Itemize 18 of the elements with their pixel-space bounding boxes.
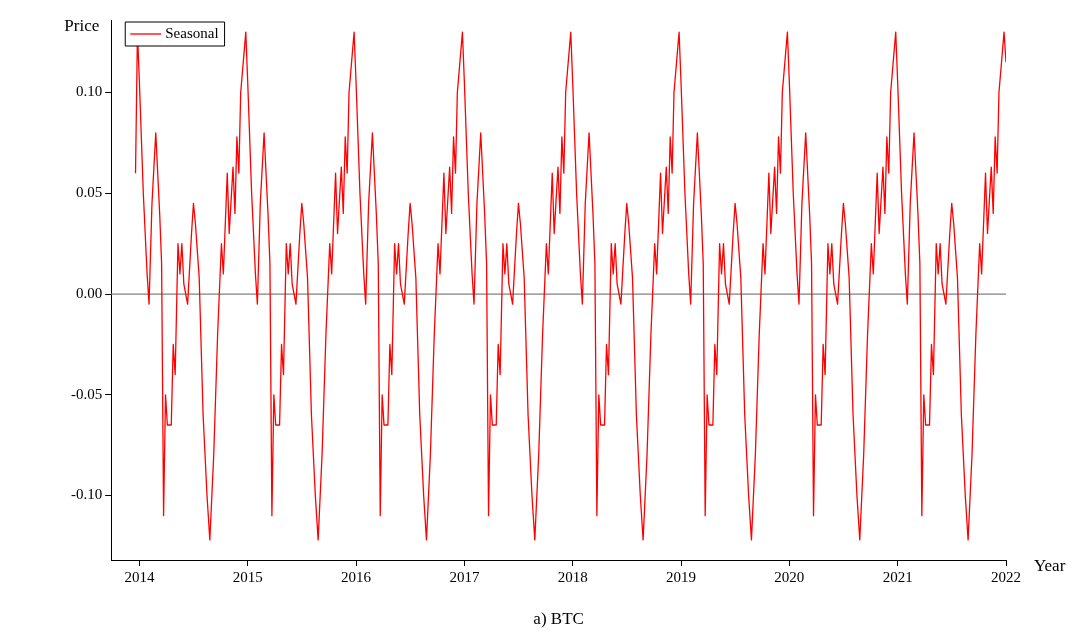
x-tick-label: 2015 <box>232 568 263 585</box>
x-tick-label: 2017 <box>449 568 480 585</box>
x-axis-title: Year <box>1034 555 1066 575</box>
y-tick-label: 0.05 <box>76 184 103 201</box>
text: a) BTC <box>533 608 584 628</box>
y-tick-label: 0.00 <box>76 284 103 301</box>
y-tick-label: -0.05 <box>71 385 103 402</box>
x-tick-label: 2014 <box>124 568 155 585</box>
legend-label: Seasonal <box>165 24 219 41</box>
x-tick-label: 2019 <box>666 568 697 585</box>
x-tick-label: 2016 <box>341 568 372 585</box>
x-tick-label: 2022 <box>991 568 1021 585</box>
y-tick-label: 0.10 <box>76 83 103 100</box>
y-axis-title: Price <box>64 15 100 35</box>
x-tick-label: 2021 <box>882 568 913 585</box>
x-tick-label: 2018 <box>557 568 588 585</box>
x-tick-label: 2020 <box>774 568 805 585</box>
y-tick-label: -0.10 <box>71 486 103 503</box>
